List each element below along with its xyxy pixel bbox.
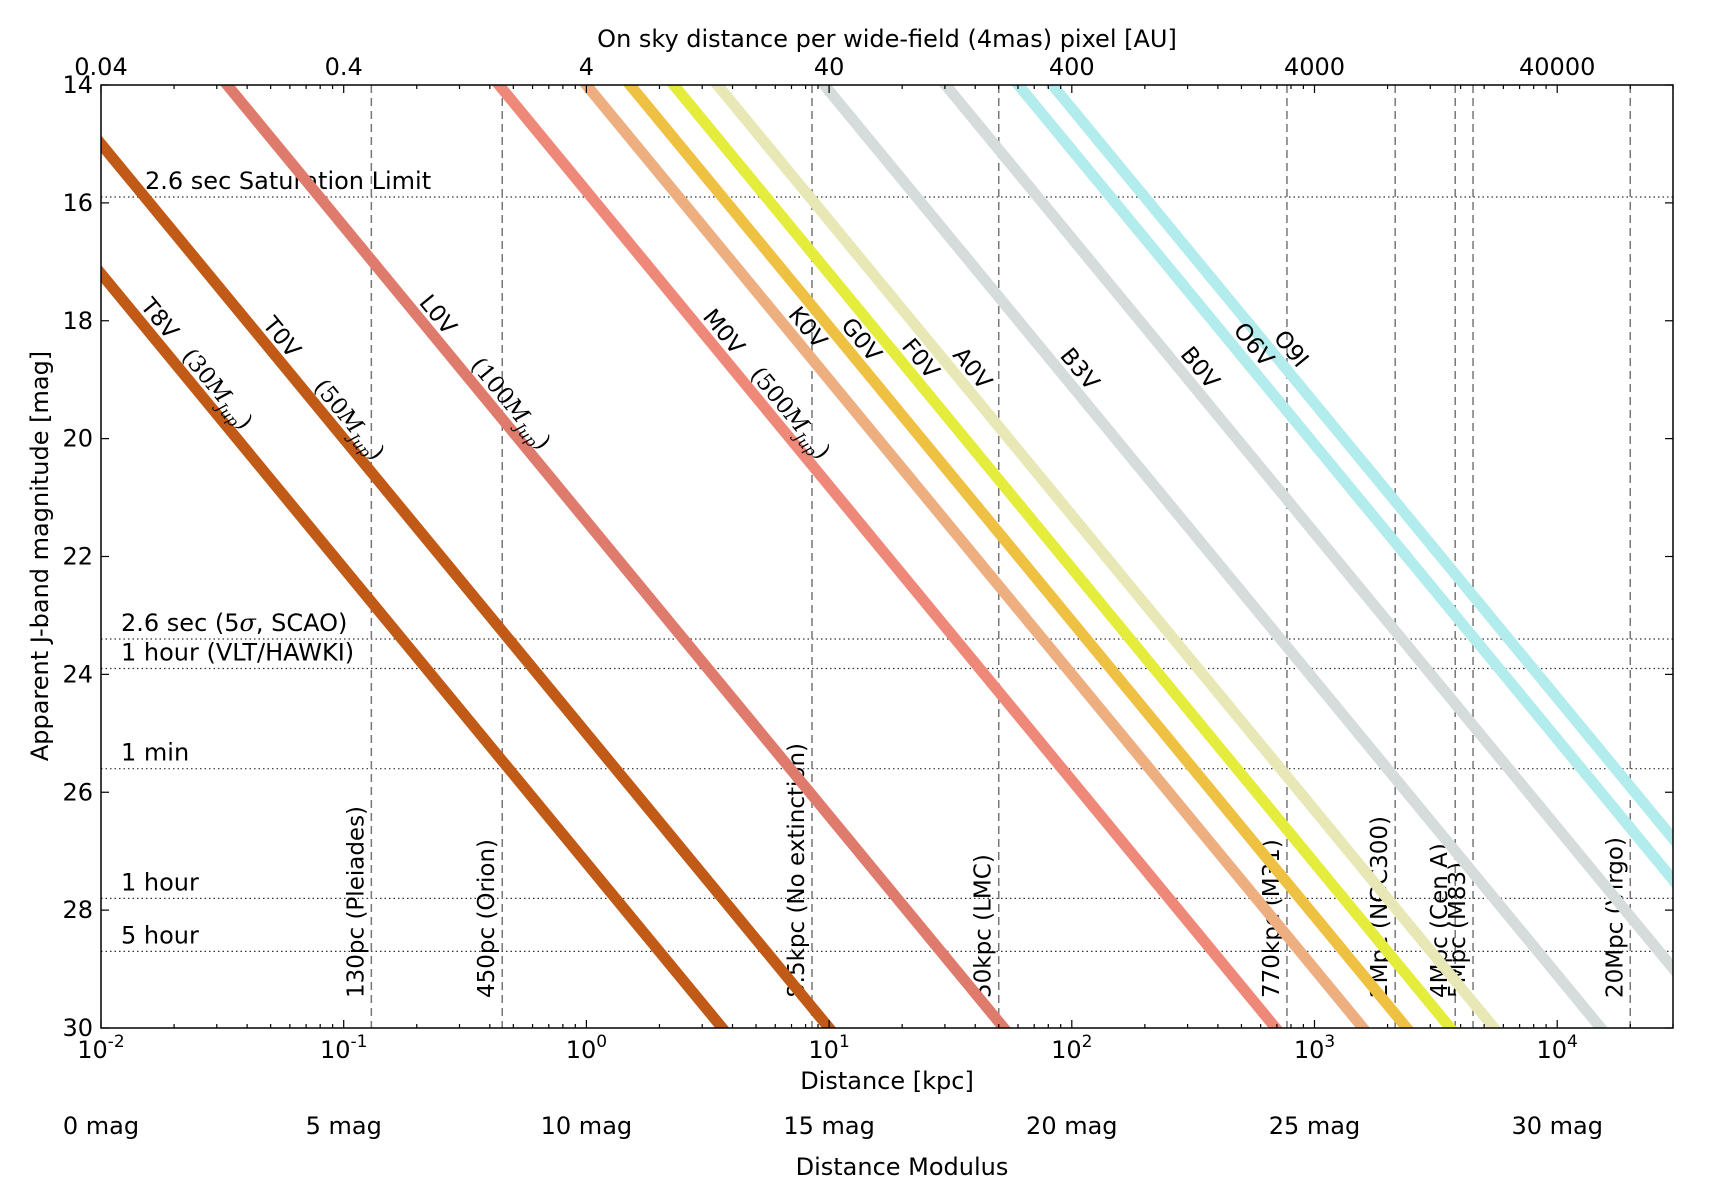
distance-modulus-label: 25 mag [1269, 1112, 1361, 1140]
top-axis-title: On sky distance per wide-field (4mas) pi… [597, 25, 1177, 53]
x-tick-label: 101 [808, 1032, 849, 1064]
distance-marker-label: 20Mpc (Virgo) [1602, 837, 1628, 998]
series-line-f0v [666, 85, 1458, 1028]
x-tick-label: 10-1 [320, 1032, 368, 1064]
distance-marker-label: 50kpc (LMC) [971, 854, 997, 998]
top-tick-label: 4 [579, 53, 594, 81]
x-tick-label: 10-2 [77, 1032, 125, 1064]
series-line-a0v [710, 85, 1502, 1028]
series-line-b3v [817, 85, 1609, 1028]
distance-modulus-title: Distance Modulus [796, 1153, 1009, 1181]
distance-modulus-label: 15 mag [783, 1112, 875, 1140]
top-tick-label: 0.04 [74, 53, 127, 81]
series-label-f0v: F0V [896, 334, 944, 384]
x-tick-label: 103 [1294, 1032, 1335, 1064]
top-tick-label: 0.4 [325, 53, 363, 81]
mass-label-t0v: (50MJup) [305, 375, 389, 468]
top-tick-label: 400 [1049, 53, 1095, 81]
series-line-l0v [220, 85, 1011, 1028]
limit-label: 5 hour [121, 921, 199, 949]
series-label-l0v: L0V [414, 290, 462, 340]
limit-label: 2.6 sec (5σ, SCAO) [121, 609, 347, 637]
distance-modulus-label: 30 mag [1511, 1112, 1603, 1140]
limit-label: 1 hour [121, 868, 199, 896]
spectral-type-lines [101, 85, 1673, 1028]
y-axis-title: Apparent J-band magnitude [mag] [26, 351, 54, 761]
top-tick-label: 4000 [1284, 53, 1345, 81]
y-tick-label: 26 [62, 778, 93, 806]
y-tick-label: 28 [62, 896, 93, 924]
limit-label: 1 min [121, 739, 189, 767]
y-tick-label: 18 [62, 307, 93, 335]
series-line-g0v [622, 85, 1414, 1028]
series-line-t8v [101, 264, 730, 1028]
mass-label-t8v: (30MJup) [173, 344, 257, 437]
series-line-b0v [938, 85, 1673, 977]
x-tick-label: 100 [566, 1032, 607, 1064]
top-tick-label: 40 [814, 53, 845, 81]
y-tick-label: 16 [62, 189, 93, 217]
limit-label: 2.6 sec Saturation Limit [145, 167, 431, 195]
distance-modulus-label: 5 mag [306, 1112, 382, 1140]
mass-label-l0v: (100MJup) [462, 353, 556, 458]
y-tick-label: 14 [62, 71, 93, 99]
magnitude-limits: 2.6 sec Saturation Limit 2.6 sec (5σ, SCA… [101, 167, 1673, 952]
y-tick-label: 30 [62, 1014, 93, 1042]
series-label-o9i: O9I [1268, 326, 1313, 373]
y-tick-label: 20 [62, 425, 93, 453]
limit-label: 1 hour (VLT/HAWKI) [121, 638, 354, 666]
top-tick-label: 40000 [1519, 53, 1595, 81]
distance-modulus-label: 20 mag [1026, 1112, 1118, 1140]
x-tick-label: 102 [1051, 1032, 1092, 1064]
distance-marker-label: 450pc (Orion) [474, 839, 500, 998]
x-tick-label: 104 [1537, 1032, 1578, 1064]
y-tick-label: 22 [62, 543, 93, 571]
distance-modulus-label: 0 mag [63, 1112, 139, 1140]
series-line-o9i [1045, 85, 1673, 848]
y-tick-label: 24 [62, 660, 93, 688]
series-line-m0v [491, 85, 1283, 1028]
distance-modulus-label: 10 mag [541, 1112, 633, 1140]
distance-marker-label: 130pc (Pleiades) [343, 806, 369, 998]
x-axis-title: Distance [kpc] [800, 1067, 974, 1095]
series-line-k0v [579, 85, 1371, 1028]
series-line-o6v [1011, 85, 1673, 889]
series-line-t0v [101, 135, 837, 1028]
